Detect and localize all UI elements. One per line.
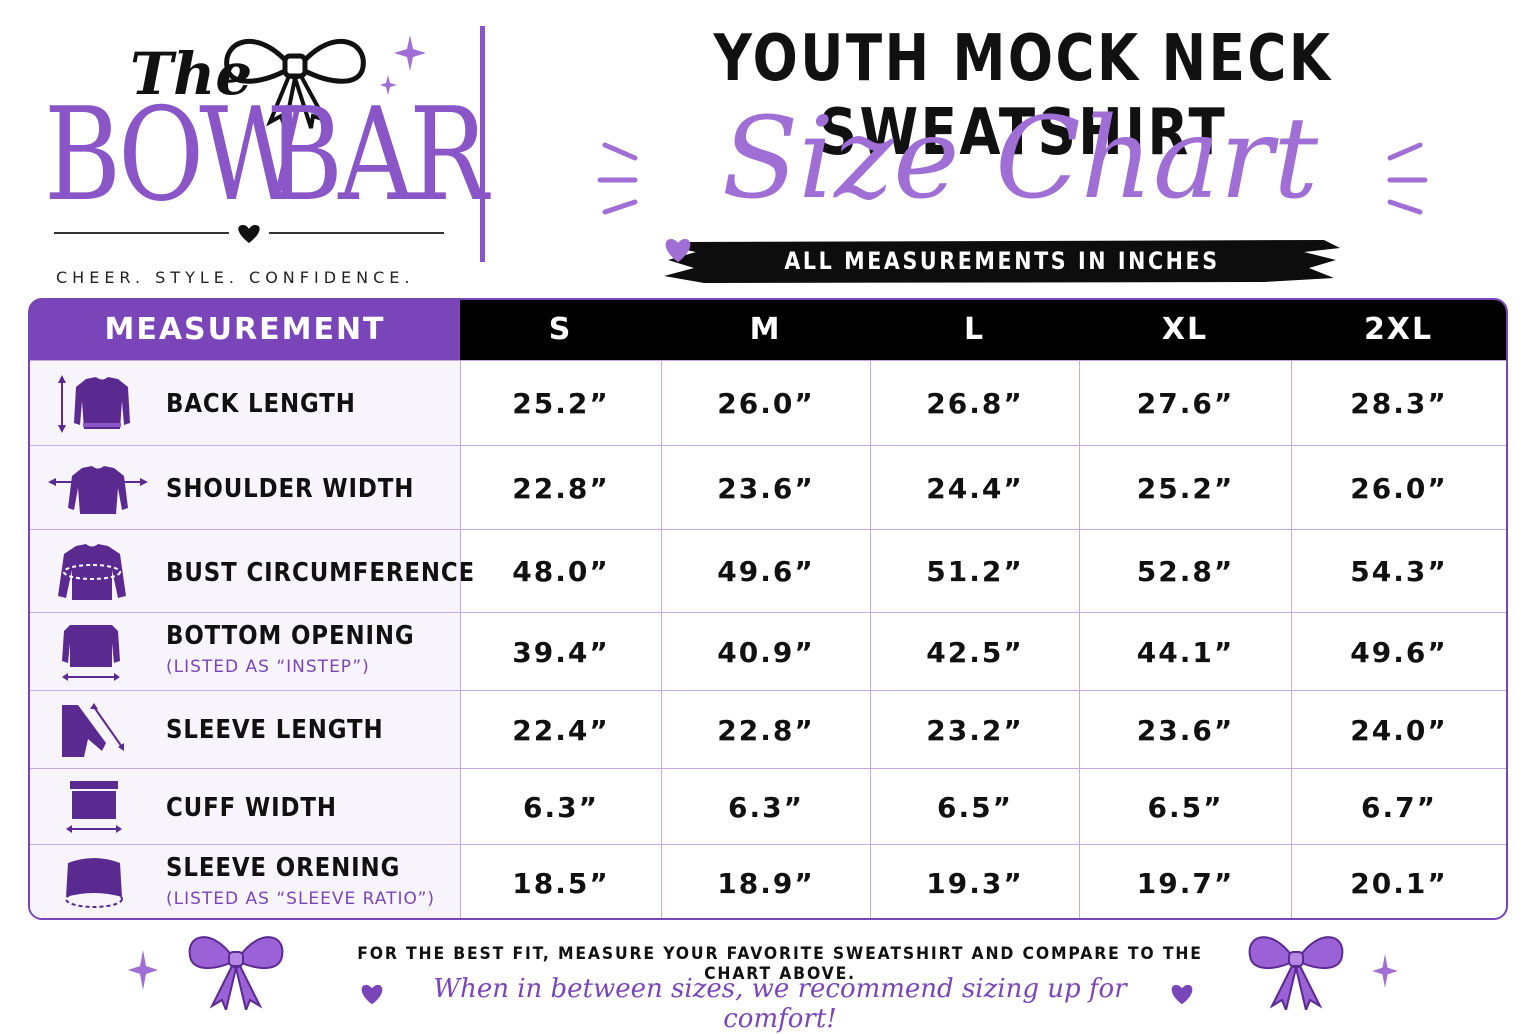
table-row: SHOULDER WIDTH 22.8” 23.6” 24.4” 25.2” 2… (30, 445, 1506, 530)
row-name: SLEEVE ORENING (166, 853, 401, 883)
page-title: YOUTH MOCK NECK SWEATSHIRT (713, 22, 1333, 170)
heart-icon (361, 984, 383, 1005)
cell-m: 49.6” (661, 530, 870, 613)
cell-m: 26.0” (661, 361, 870, 446)
row-name: SLEEVE LENGTH (166, 715, 384, 745)
row-note: (LISTED AS “INSTEP”) (166, 657, 370, 677)
header-size-2xl: 2XL (1363, 312, 1434, 347)
cell-m: 22.8” (661, 691, 870, 769)
cell-2xl: 54.3” (1291, 530, 1506, 613)
cell-l: 24.4” (870, 446, 1079, 530)
cell-xl: 27.6” (1079, 361, 1291, 446)
size-chart-table: MEASUREMENT S M L XL 2XL BACK LENGTH 25.… (28, 298, 1508, 920)
row-label-cell: BACK LENGTH (30, 361, 460, 446)
cell-s: 22.4” (460, 691, 661, 769)
accent-dashes-right (1387, 142, 1428, 215)
table-row: CUFF WIDTH 6.3” 6.3” 6.5” 6.5” 6.7” (30, 768, 1506, 845)
cell-xl: 23.6” (1079, 691, 1291, 769)
sleeve-length-icon (62, 703, 124, 757)
row-name: CUFF WIDTH (166, 793, 337, 823)
cell-2xl: 20.1” (1291, 845, 1506, 918)
cell-s: 6.3” (460, 769, 661, 845)
cell-m: 18.9” (661, 845, 870, 918)
brush-stroke-background (664, 240, 1340, 283)
logo-the-text: The (130, 40, 253, 108)
table-row: BACK LENGTH 25.2” 26.0” 26.8” 27.6” 28.3… (30, 360, 1506, 446)
table-header: MEASUREMENT S M L XL 2XL (30, 300, 1506, 360)
cell-xl: 52.8” (1079, 530, 1291, 613)
brand-tagline: CHEER. STYLE. CONFIDENCE. (56, 268, 415, 287)
cell-s: 39.4” (460, 613, 661, 691)
brand-logo: The BOW BAR CHEER. STYLE. CONFIDENCE. (30, 20, 488, 287)
accent-dashes-left (597, 142, 638, 215)
page-subtitle: Size Chart (721, 94, 1319, 224)
cell-m: 23.6” (661, 446, 870, 530)
bow-ribbon-icon (224, 39, 366, 132)
sweatshirt-bottom-icon (62, 625, 120, 681)
row-label-cell: CUFF WIDTH (30, 769, 460, 845)
cell-xl: 44.1” (1079, 613, 1291, 691)
cell-l: 19.3” (870, 845, 1079, 918)
purple-bow-icon (1248, 936, 1344, 1010)
units-banner-text: ALL MEASUREMENTS IN INCHES (784, 247, 1220, 275)
table-row: BUST CIRCUMFERENCE 48.0” 49.6” 51.2” 52.… (30, 529, 1506, 613)
heart-icon (1171, 984, 1193, 1005)
cuff-width-icon (66, 781, 122, 833)
cell-s: 25.2” (460, 361, 661, 446)
cell-l: 26.8” (870, 361, 1079, 446)
row-name: BUST CIRCUMFERENCE (166, 558, 476, 588)
sweatshirt-shoulder-icon (48, 466, 148, 514)
cell-2xl: 6.7” (1291, 769, 1506, 845)
cell-2xl: 49.6” (1291, 613, 1506, 691)
cell-l: 42.5” (870, 613, 1079, 691)
heart-icon (665, 239, 691, 262)
sparkle-icon (380, 35, 426, 95)
header-size-s: S (548, 312, 573, 347)
cell-s: 18.5” (460, 845, 661, 918)
cell-2xl: 28.3” (1291, 361, 1506, 446)
sweatshirt-length-icon (58, 375, 130, 433)
sleeve-opening-icon (65, 858, 123, 908)
row-name: BACK LENGTH (166, 389, 356, 419)
header-divider (480, 26, 485, 262)
sparkle-icon (1372, 954, 1398, 988)
table-row: BOTTOM OPENING (LISTED AS “INSTEP”) 39.4… (30, 612, 1506, 691)
table-row: SLEEVE LENGTH 22.4” 22.8” 23.2” 23.6” 24… (30, 690, 1506, 769)
cell-xl: 19.7” (1079, 845, 1291, 918)
row-name: BOTTOM OPENING (166, 621, 415, 651)
cell-xl: 25.2” (1079, 446, 1291, 530)
header-size-m: M (749, 312, 782, 347)
purple-bow-icon (188, 936, 284, 1010)
cell-s: 48.0” (460, 530, 661, 613)
row-label-cell: SLEEVE ORENING (LISTED AS “SLEEVE RATIO”… (30, 845, 460, 918)
header-size-xl: XL (1161, 312, 1209, 347)
cell-l: 23.2” (870, 691, 1079, 769)
cell-l: 6.5” (870, 769, 1079, 845)
logo-bow-text: BOW (44, 81, 307, 230)
row-label-cell: SLEEVE LENGTH (30, 691, 460, 769)
row-name: SHOULDER WIDTH (166, 474, 415, 504)
logo-bar-text: BAR (266, 81, 488, 230)
cell-m: 40.9” (661, 613, 870, 691)
cell-m: 6.3” (661, 769, 870, 845)
cell-xl: 6.5” (1079, 769, 1291, 845)
row-note: (LISTED AS “SLEEVE RATIO”) (166, 889, 436, 909)
footer-fit-note: FOR THE BEST FIT, MEASURE YOUR FAVORITE … (357, 944, 1203, 984)
cell-2xl: 26.0” (1291, 446, 1506, 530)
row-label-cell: BUST CIRCUMFERENCE (30, 530, 474, 613)
cell-2xl: 24.0” (1291, 691, 1506, 769)
sparkle-icon (128, 950, 158, 990)
footer-sizing-tip: When in between sizes, we recommend sizi… (433, 974, 1127, 1034)
row-label-cell: SHOULDER WIDTH (30, 446, 460, 530)
header-measurement: MEASUREMENT (30, 300, 460, 360)
header-size-l: L (963, 312, 986, 347)
units-banner: ALL MEASUREMENTS IN INCHES (664, 238, 1340, 284)
logo-divider (54, 225, 444, 243)
sweatshirt-bust-icon (58, 544, 126, 600)
row-label-cell: BOTTOM OPENING (LISTED AS “INSTEP”) (30, 613, 460, 691)
table-row: SLEEVE ORENING (LISTED AS “SLEEVE RATIO”… (30, 844, 1506, 918)
cell-s: 22.8” (460, 446, 661, 530)
cell-l: 51.2” (870, 530, 1079, 613)
